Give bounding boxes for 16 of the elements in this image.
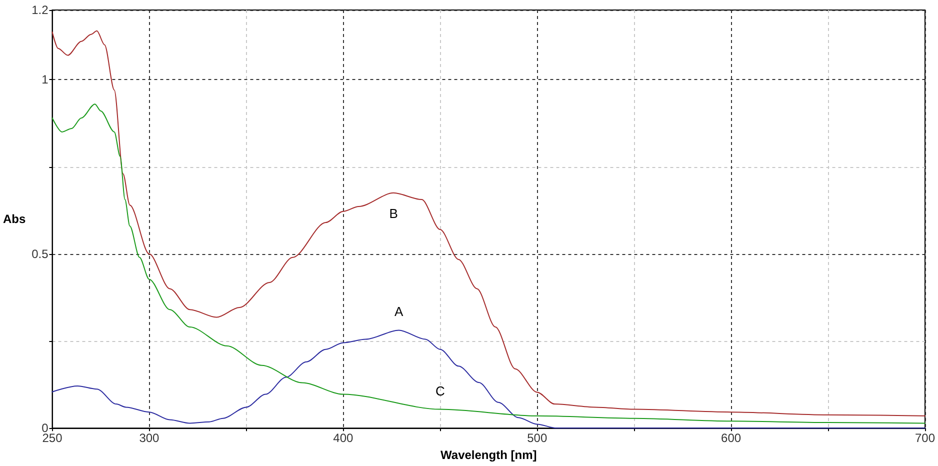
- x-tick-label: 500: [527, 431, 548, 446]
- x-tick-label: 600: [721, 431, 742, 446]
- y-tick-label: 1: [42, 72, 49, 87]
- line-series: [52, 104, 926, 424]
- series-label: C: [435, 383, 445, 398]
- x-axis-title: Wavelength [nm]: [440, 448, 537, 462]
- x-tick-label: 400: [333, 431, 354, 446]
- series-label: A: [394, 304, 404, 320]
- y-tick-label: 0.5: [32, 246, 49, 261]
- x-tick-label: 700: [914, 431, 936, 446]
- y-axis-title: Abs: [3, 212, 26, 226]
- y-tick-label: 1.2: [32, 3, 49, 17]
- line-series: [52, 30, 926, 416]
- series-label: B: [389, 206, 398, 221]
- x-tick-label: 300: [139, 431, 160, 446]
- x-tick-label: 250: [42, 431, 63, 446]
